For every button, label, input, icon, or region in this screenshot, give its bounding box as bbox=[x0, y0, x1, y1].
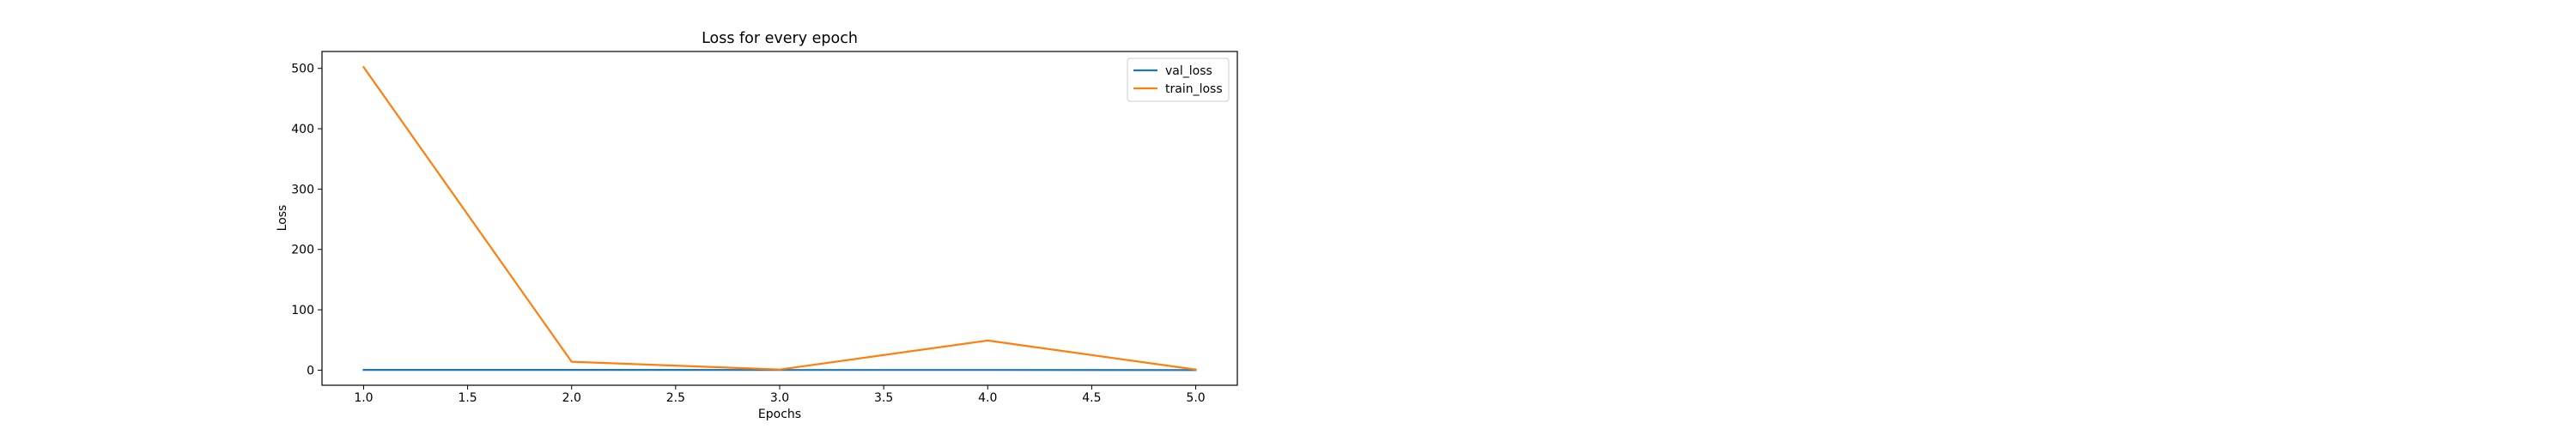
x-tick-label: 4.5 bbox=[1082, 391, 1101, 405]
y-tick-label: 200 bbox=[291, 244, 314, 257]
x-axis: 1.0 1.5 2.0 2.5 3.0 3.5 4.0 4.5 5.0 bbox=[354, 385, 1206, 405]
legend-box bbox=[1127, 57, 1230, 102]
legend-label: train_loss bbox=[1165, 82, 1223, 96]
y-tick-label: 400 bbox=[291, 123, 314, 136]
x-tick-label: 3.5 bbox=[874, 391, 893, 405]
y-tick-label: 300 bbox=[291, 183, 314, 196]
x-tick-label: 2.0 bbox=[562, 391, 581, 405]
x-tick-label: 3.0 bbox=[770, 391, 789, 405]
x-tick-label: 4.0 bbox=[978, 391, 997, 405]
x-tick-label: 2.5 bbox=[666, 391, 685, 405]
x-axis-label: Epochs bbox=[758, 408, 801, 421]
x-tick-label: 1.5 bbox=[458, 391, 477, 405]
series-line-train-loss bbox=[361, 65, 1197, 371]
legend-label: val_loss bbox=[1165, 64, 1212, 78]
legend: val_loss train_loss bbox=[1127, 57, 1230, 102]
series-layer bbox=[361, 65, 1197, 372]
x-tick-label: 5.0 bbox=[1186, 391, 1205, 405]
chart-title: Loss for every epoch bbox=[702, 30, 858, 47]
y-axis-label: Loss bbox=[276, 205, 289, 232]
y-axis: 0 100 200 300 400 500 bbox=[291, 63, 322, 378]
y-tick-label: 0 bbox=[307, 364, 314, 378]
x-tick-label: 1.0 bbox=[354, 391, 373, 405]
y-tick-label: 100 bbox=[291, 304, 314, 317]
y-tick-label: 500 bbox=[291, 63, 314, 76]
